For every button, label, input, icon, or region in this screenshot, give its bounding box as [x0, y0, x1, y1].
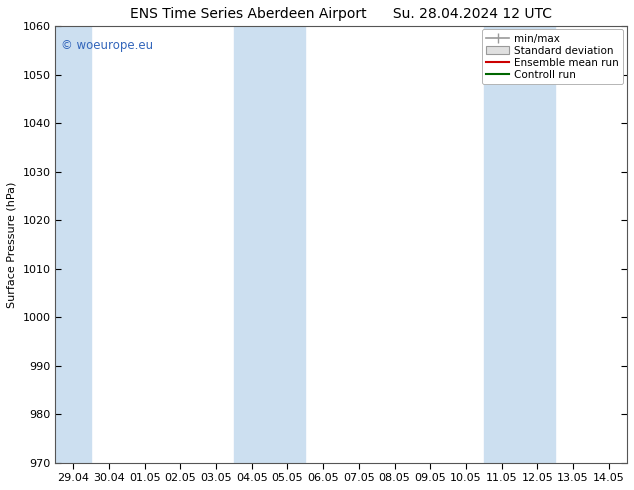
Bar — [484, 26, 555, 463]
Y-axis label: Surface Pressure (hPa): Surface Pressure (hPa) — [7, 181, 17, 308]
Title: ENS Time Series Aberdeen Airport      Su. 28.04.2024 12 UTC: ENS Time Series Aberdeen Airport Su. 28.… — [130, 7, 552, 21]
Bar — [56, 26, 91, 463]
Bar — [234, 26, 306, 463]
Text: © woeurope.eu: © woeurope.eu — [61, 39, 153, 52]
Legend: min/max, Standard deviation, Ensemble mean run, Controll run: min/max, Standard deviation, Ensemble me… — [482, 29, 623, 84]
